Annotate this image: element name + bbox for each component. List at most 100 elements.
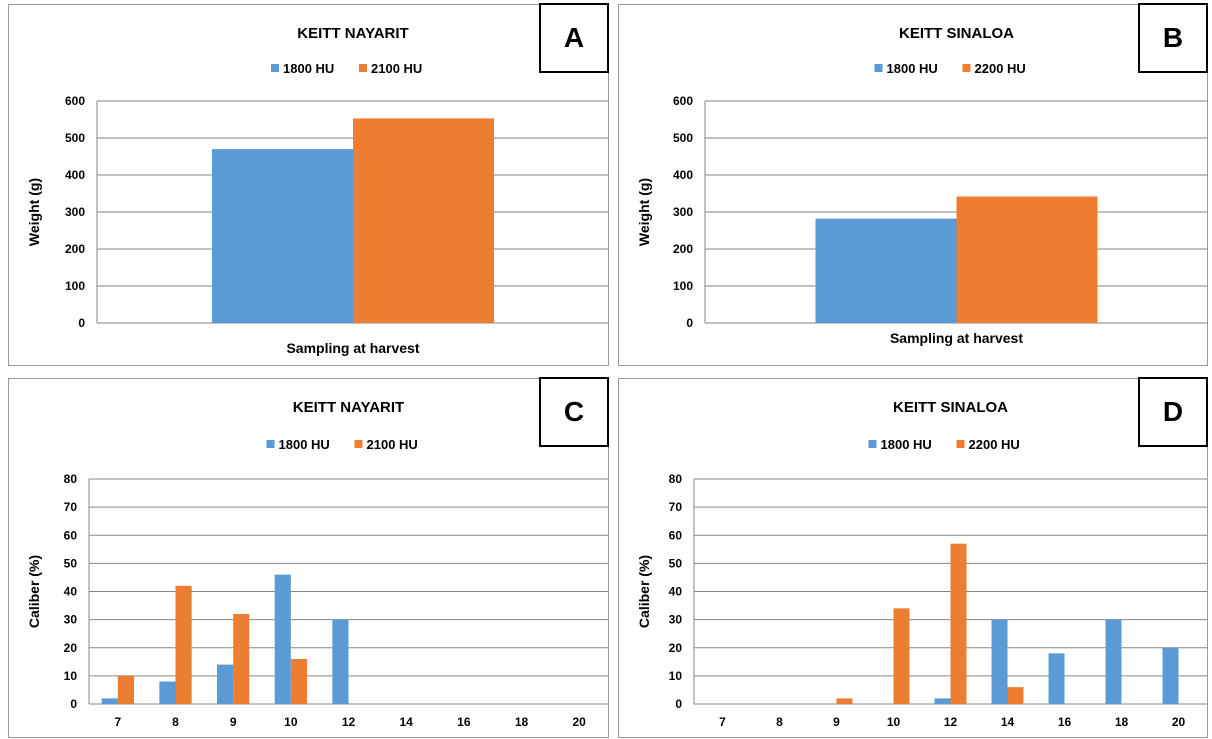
x-tick-label-d-0: 7: [719, 715, 726, 729]
bar-c-10-1: [290, 659, 307, 704]
y-tick-label-a-2: 200: [65, 242, 85, 256]
bar-d-18-0: [1105, 619, 1122, 704]
bar-b-harvest-0: [815, 218, 957, 323]
legend-swatch-b-0: [874, 64, 883, 72]
y-tick-label-c-8: 80: [64, 472, 78, 486]
y-tick-label-c-6: 60: [64, 528, 78, 542]
bar-c-7-0: [101, 698, 118, 704]
chart-title-c: KEITT NAYARIT: [293, 399, 404, 416]
chart-d-svg: KEITT SINALOA 1800 HU 2200 HU 0 10 20 30 40 50 60…: [636, 399, 1207, 729]
y-axis-title-c: Caliber (%): [26, 555, 42, 628]
chart-title-d: KEITT SINALOA: [893, 399, 1008, 416]
y-tick-label-c-2: 20: [64, 641, 78, 655]
y-axis-title-b: Weight (g): [636, 178, 652, 246]
x-tick-label-d-1: 8: [776, 715, 783, 729]
y-tick-label-c-1: 10: [64, 669, 78, 683]
x-tick-label-c-0: 7: [114, 715, 121, 729]
x-tick-label-c-4: 12: [342, 715, 356, 729]
chart-c-svg: KEITT NAYARIT 1800 HU 2100 HU 0 10 20 30 40 50 60…: [26, 399, 608, 729]
y-tick-label-a-3: 300: [65, 205, 85, 219]
bar-a-harvest-1: [353, 118, 494, 323]
x-tick-label-d-7: 18: [1115, 715, 1129, 729]
y-tick-label-b-0: 0: [686, 316, 693, 330]
x-axis-title-a: Sampling at harvest: [286, 340, 419, 356]
legend-label-a-0: 1800 HU: [283, 61, 334, 76]
y-tick-label-b-6: 600: [673, 94, 693, 108]
chart-title-a: KEITT NAYARIT: [297, 25, 408, 42]
x-tick-label-d-8: 20: [1172, 715, 1186, 729]
legend-swatch-b-1: [962, 64, 971, 72]
bar-d-12-1: [950, 543, 967, 704]
x-tick-label-c-8: 20: [572, 715, 586, 729]
bar-d-12-0: [934, 698, 951, 704]
y-tick-label-d-7: 70: [669, 500, 683, 514]
chart-b-svg: KEITT SINALOA 1800 HU 2200 HU 0 100 200 300 400…: [636, 25, 1208, 346]
y-tick-label-a-5: 500: [65, 131, 85, 145]
x-tick-label-d-4: 12: [944, 715, 958, 729]
x-tick-label-c-2: 9: [230, 715, 237, 729]
bar-d-14-1: [1007, 687, 1024, 704]
x-tick-label-d-6: 16: [1058, 715, 1072, 729]
chart-a-svg: KEITT NAYARIT 1800 HU 2100 HU 0 100 200 300 400…: [26, 25, 609, 356]
bar-d-16-0: [1048, 653, 1065, 704]
bar-c-8-0: [159, 681, 176, 704]
bar-d-10-1: [893, 608, 910, 704]
legend-swatch-a-0: [271, 64, 279, 72]
bar-c-9-1: [233, 614, 250, 704]
y-tick-label-c-0: 0: [70, 697, 77, 711]
x-tick-label-c-5: 14: [399, 715, 413, 729]
y-tick-label-a-1: 100: [65, 279, 85, 293]
chart-panel-d: KEITT SINALOA 1800 HU 2200 HU 0 10 20 30 40 50 60…: [618, 377, 1208, 738]
legend-swatch-d-1: [956, 440, 965, 448]
y-tick-label-d-0: 0: [675, 697, 682, 711]
legend-label-d-0: 1800 HU: [881, 437, 932, 452]
legend-label-a-1: 2100 HU: [371, 61, 422, 76]
y-tick-label-b-4: 400: [673, 168, 693, 182]
chart-panel-c: KEITT NAYARIT 1800 HU 2100 HU 0 10 20 30 40 50 60…: [8, 377, 609, 738]
panel-letter-c: C: [539, 377, 609, 447]
chart-panel-a: KEITT NAYARIT 1800 HU 2100 HU 0 100 200 300 400…: [8, 3, 609, 366]
legend-label-b-0: 1800 HU: [887, 61, 938, 76]
legend-swatch-a-1: [359, 64, 367, 72]
panel-letter-d: D: [1138, 377, 1208, 447]
y-tick-label-b-5: 500: [673, 131, 693, 145]
y-tick-label-d-3: 30: [669, 613, 683, 627]
y-axis-title-d: Caliber (%): [636, 555, 652, 628]
x-tick-label-c-6: 16: [457, 715, 471, 729]
y-axis-title-a: Weight (g): [26, 178, 42, 246]
panel-letter-b: B: [1138, 3, 1208, 73]
y-tick-label-a-6: 600: [65, 94, 85, 108]
y-tick-label-b-3: 300: [673, 205, 693, 219]
legend-label-c-0: 1800 HU: [279, 437, 330, 452]
bar-b-harvest-1: [956, 196, 1098, 323]
x-tick-label-c-3: 10: [284, 715, 298, 729]
y-tick-label-d-8: 80: [669, 472, 683, 486]
chart-title-b: KEITT SINALOA: [899, 25, 1014, 42]
x-tick-label-d-2: 9: [833, 715, 840, 729]
panel-letter-a: A: [539, 3, 609, 73]
legend-label-c-1: 2100 HU: [367, 437, 418, 452]
bar-a-harvest-0: [212, 149, 353, 323]
bar-c-9-0: [217, 664, 234, 704]
bar-c-8-1: [175, 585, 192, 704]
y-tick-label-d-6: 60: [669, 528, 683, 542]
y-tick-label-a-4: 400: [65, 168, 85, 182]
y-tick-label-c-7: 70: [64, 500, 78, 514]
bar-d-9-1: [836, 698, 853, 704]
x-axis-title-b: Sampling at harvest: [890, 330, 1023, 346]
legend-label-d-1: 2200 HU: [969, 437, 1020, 452]
y-tick-label-d-2: 20: [669, 641, 683, 655]
legend-swatch-c-1: [354, 440, 363, 448]
bar-c-12-0: [332, 619, 349, 704]
bar-d-14-0: [991, 619, 1008, 704]
x-tick-label-d-5: 14: [1001, 715, 1015, 729]
y-tick-label-c-5: 50: [64, 556, 78, 570]
y-tick-label-c-3: 30: [64, 613, 78, 627]
legend-swatch-c-0: [266, 440, 275, 448]
bar-d-20-0: [1162, 647, 1179, 704]
legend-label-b-1: 2200 HU: [975, 61, 1026, 76]
y-tick-label-d-5: 50: [669, 556, 683, 570]
y-tick-label-b-2: 200: [673, 242, 693, 256]
y-tick-label-c-4: 40: [64, 585, 78, 599]
y-tick-label-d-4: 40: [669, 585, 683, 599]
